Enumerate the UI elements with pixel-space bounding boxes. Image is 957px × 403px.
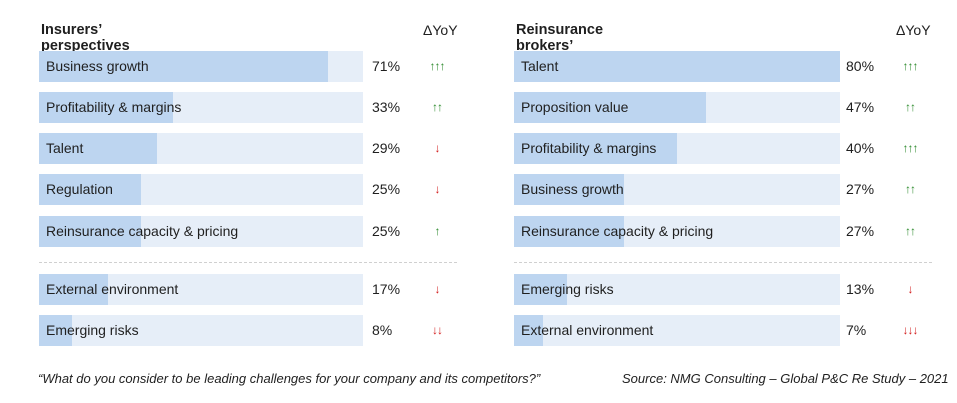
bar-track: Proposition value [514, 92, 840, 123]
category-label: External environment [46, 281, 179, 297]
bar-row: Business growth 27% ↑↑ [0, 174, 957, 205]
bar [514, 216, 625, 247]
category-label: Business growth [46, 58, 149, 74]
group-separator [514, 262, 932, 263]
category-label: Proposition value [521, 99, 629, 115]
bar [39, 216, 141, 247]
arrow-down-icon: ↓↓↓ [902, 323, 919, 337]
yoy-header: ΔYoY [896, 22, 931, 38]
value-label: 33% [372, 99, 401, 115]
bar-row: Talent 80% ↑↑↑ [0, 51, 957, 82]
bar [514, 274, 567, 305]
value-label: 27% [846, 181, 875, 197]
bar-row: External environment 7% ↓↓↓ [0, 315, 957, 346]
value-label: 80% [846, 58, 875, 74]
bar-track: Talent [39, 133, 363, 164]
arrow-up-icon: ↑↑ [905, 100, 916, 114]
bar-track: Reinsurance capacity & pricing [39, 216, 363, 247]
category-label: Reinsurance capacity & pricing [46, 223, 239, 239]
bar-row: Profitability & margins 33% ↑↑ [0, 92, 957, 123]
bar-track: Emerging risks [39, 315, 363, 346]
bar-row: Talent 29% ↓ [0, 133, 957, 164]
bar [514, 133, 677, 164]
bar-row: Business growth 71% ↑↑↑ [0, 51, 957, 82]
bar-row: External environment 17% ↓ [0, 274, 957, 305]
category-label: Regulation [46, 181, 113, 197]
arrow-up-icon: ↑↑↑ [902, 141, 919, 155]
value-label: 25% [372, 181, 401, 197]
category-label: Reinsurance capacity & pricing [521, 223, 714, 239]
value-label: 47% [846, 99, 875, 115]
yoy-header: ΔYoY [423, 22, 458, 38]
bar [514, 315, 543, 346]
group-separator [39, 262, 457, 263]
category-label: Emerging risks [46, 322, 139, 338]
value-label: 71% [372, 58, 401, 74]
arrow-down-icon: ↓ [434, 141, 441, 155]
bar [39, 174, 141, 205]
category-label: Emerging risks [521, 281, 614, 297]
arrow-up-icon: ↑ [434, 224, 441, 238]
category-label: Talent [46, 140, 84, 156]
bar-track: Talent [514, 51, 840, 82]
bar-row: Reinsurance capacity & pricing 25% ↑ [0, 216, 957, 247]
value-label: 40% [846, 140, 875, 156]
bar-track: Business growth [514, 174, 840, 205]
bar [39, 133, 158, 164]
arrow-down-icon: ↓ [434, 282, 441, 296]
category-label: Profitability & margins [521, 140, 657, 156]
arrow-down-icon: ↓↓ [432, 323, 443, 337]
survey-question: “What do you consider to be leading chal… [38, 371, 541, 386]
arrow-down-icon: ↓ [907, 282, 914, 296]
category-label: Profitability & margins [46, 99, 182, 115]
value-label: 7% [846, 322, 867, 338]
category-label: Talent [521, 58, 559, 74]
value-label: 29% [372, 140, 401, 156]
category-label: External environment [521, 322, 654, 338]
bar-track: External environment [514, 315, 840, 346]
bar [39, 315, 72, 346]
chart-title: Insurers’ perspectives [41, 22, 130, 54]
bar [39, 274, 109, 305]
arrow-up-icon: ↑↑↑ [902, 59, 919, 73]
category-label: Business growth [521, 181, 624, 197]
arrow-up-icon: ↑↑ [905, 182, 916, 196]
bar-track: Emerging risks [514, 274, 840, 305]
bar-track: Business growth [39, 51, 363, 82]
arrow-up-icon: ↑↑↑ [429, 59, 446, 73]
value-label: 27% [846, 223, 875, 239]
bar-row: Emerging risks 13% ↓ [0, 274, 957, 305]
bar-row: Reinsurance capacity & pricing 27% ↑↑ [0, 216, 957, 247]
bar-track: External environment [39, 274, 363, 305]
bar [39, 51, 328, 82]
value-label: 25% [372, 223, 401, 239]
value-label: 17% [372, 281, 401, 297]
bar-track: Reinsurance capacity & pricing [514, 216, 840, 247]
bar [514, 92, 706, 123]
arrow-down-icon: ↓ [434, 182, 441, 196]
bar-row: Emerging risks 8% ↓↓ [0, 315, 957, 346]
bar [514, 174, 625, 205]
bar-row: Regulation 25% ↓ [0, 174, 957, 205]
value-label: 8% [372, 322, 393, 338]
bar-row: Profitability & margins 40% ↑↑↑ [0, 133, 957, 164]
bar-track: Profitability & margins [514, 133, 840, 164]
bar-row: Proposition value 47% ↑↑ [0, 92, 957, 123]
source-note: Source: NMG Consulting – Global P&C Re S… [622, 371, 949, 386]
arrow-up-icon: ↑↑ [432, 100, 443, 114]
arrow-up-icon: ↑↑ [905, 224, 916, 238]
bar [514, 51, 840, 82]
bar-track: Regulation [39, 174, 363, 205]
bar-track: Profitability & margins [39, 92, 363, 123]
value-label: 13% [846, 281, 875, 297]
bar [39, 92, 174, 123]
